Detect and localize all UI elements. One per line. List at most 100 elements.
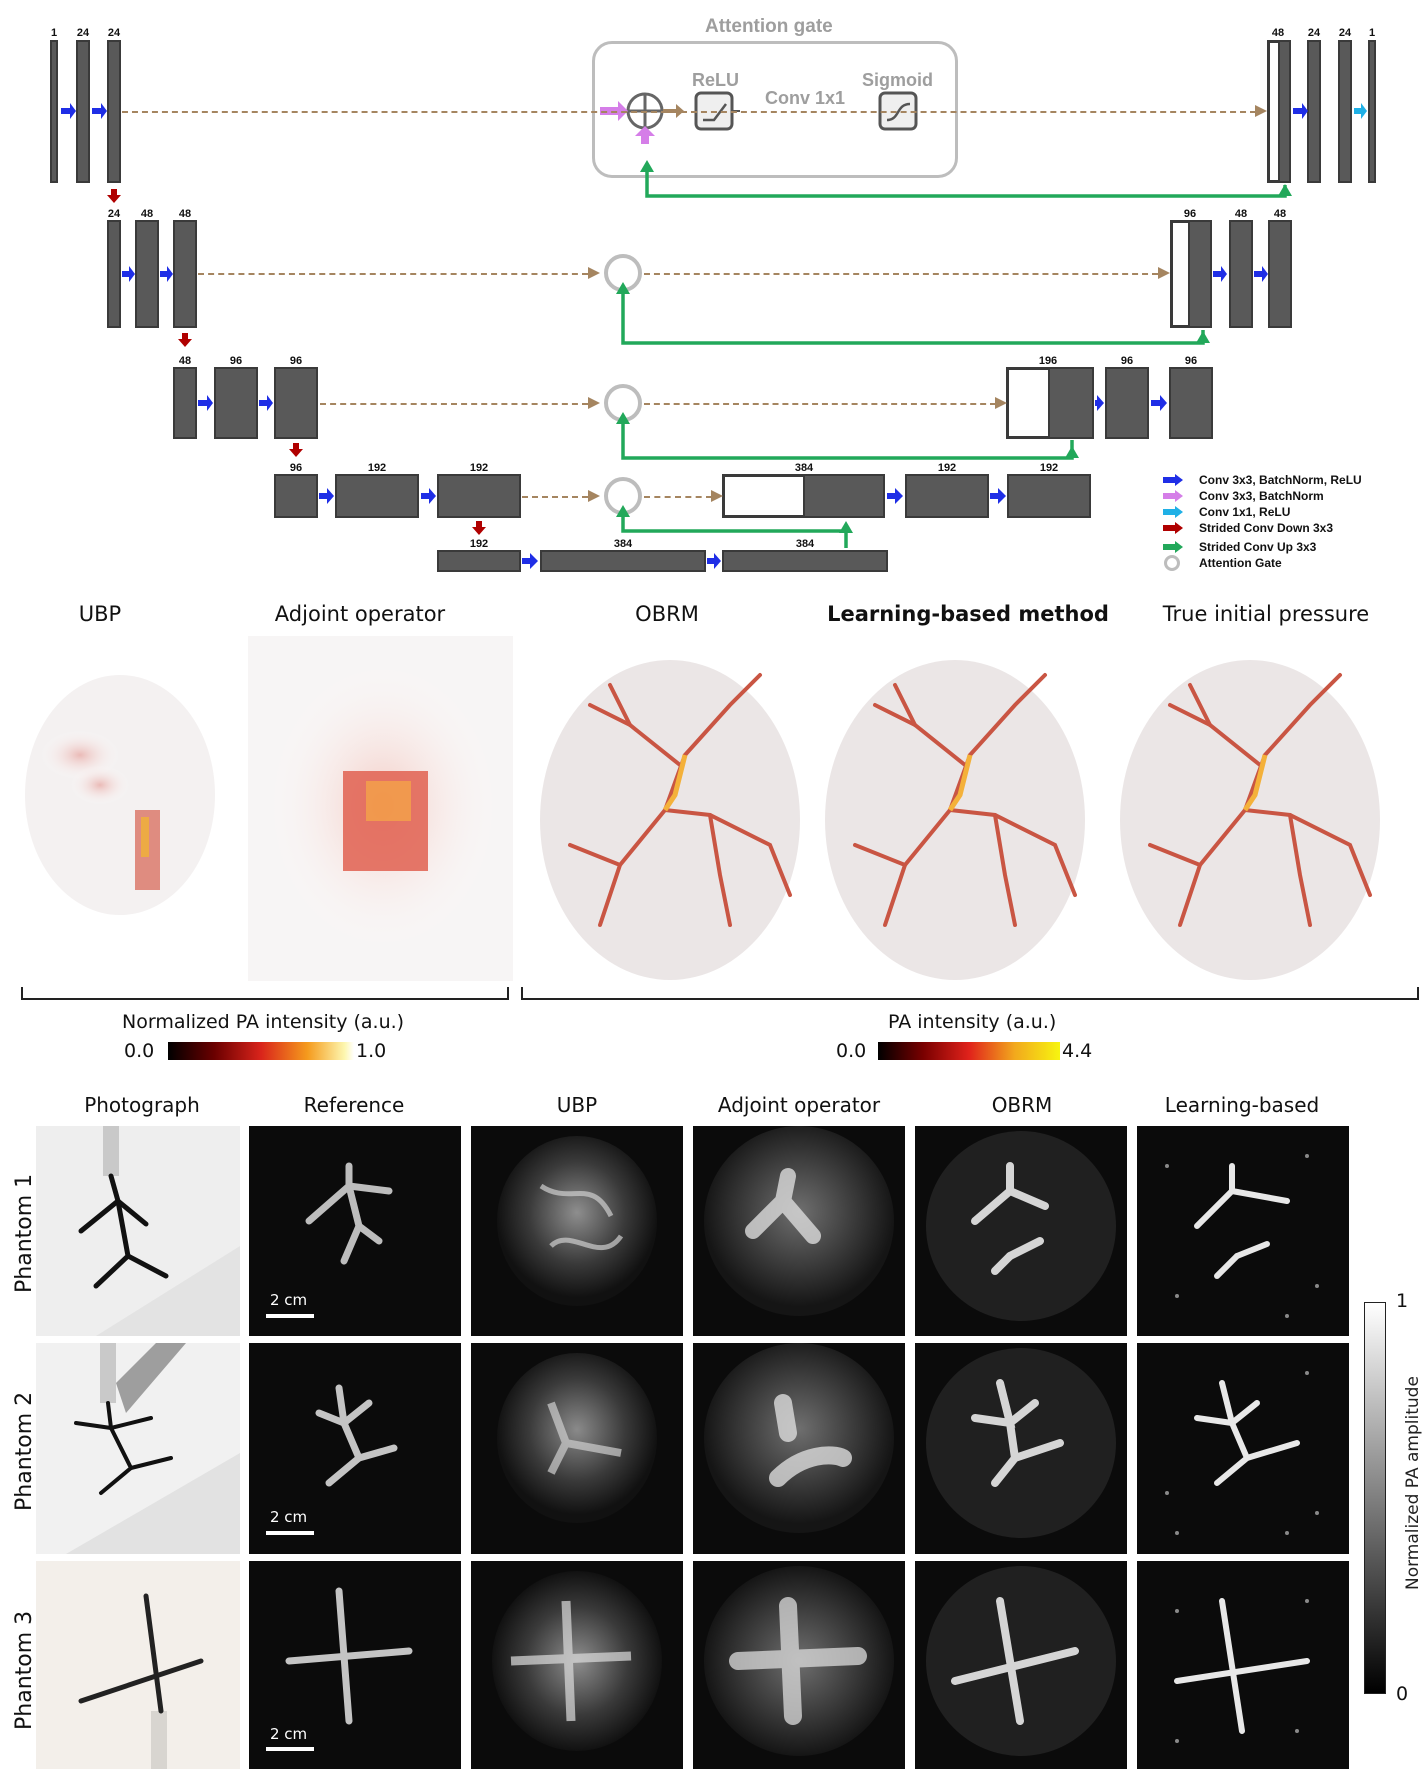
channel-count: 96 — [1184, 355, 1198, 367]
column-title: Adjoint operator — [717, 1093, 881, 1117]
feature-map — [173, 367, 197, 439]
channel-count: 192 — [469, 538, 489, 550]
feature-map — [274, 474, 318, 518]
concat-map — [722, 474, 814, 518]
true-pressure-render — [1120, 660, 1380, 980]
left-colorbar-min: 0.0 — [124, 1040, 155, 1062]
feature-map — [107, 40, 121, 183]
channel-count: 24 — [107, 208, 121, 220]
feature-map — [214, 367, 258, 439]
right-colorbar-min: 0.0 — [836, 1040, 867, 1062]
panel-title-adjoint: Adjoint operator — [274, 602, 446, 626]
channel-count: 192 — [367, 462, 387, 474]
channel-count: 48 — [1234, 208, 1248, 220]
group-braces — [21, 987, 1419, 1000]
feature-map — [50, 40, 58, 183]
blue-arrow-icon — [1163, 474, 1183, 486]
legend-item: Strided Conv Down 3x3 — [1163, 521, 1333, 535]
feature-map — [1368, 40, 1376, 183]
feature-map — [803, 474, 885, 518]
colorbar-min: 0 — [1396, 1683, 1409, 1705]
legend-item: Conv 3x3, BatchNorm — [1163, 489, 1324, 503]
attention-gate-box — [592, 41, 958, 178]
feature-map — [540, 550, 706, 572]
column-title: UBP — [556, 1093, 598, 1117]
obrm-phantom-1 — [915, 1126, 1127, 1336]
gating-arrows — [61, 103, 1367, 569]
channel-count: 48 — [140, 208, 154, 220]
feature-map — [1105, 367, 1149, 439]
feature-map — [905, 474, 989, 518]
channel-count: 24 — [76, 27, 90, 39]
channel-count: 192 — [469, 462, 489, 474]
reference-phantom-3: 2 cm — [249, 1561, 461, 1769]
left-colorbar-label: Normalized PA intensity (a.u.) — [122, 1011, 405, 1033]
relu-label: ReLU — [692, 70, 740, 90]
obrm-phantom-2 — [915, 1343, 1127, 1554]
red-arrow-icon — [1163, 522, 1183, 534]
feature-map — [1229, 220, 1253, 328]
channel-count: 24 — [107, 27, 121, 39]
obrm-render — [540, 660, 800, 980]
channel-count: 24 — [1338, 27, 1352, 39]
feature-map — [107, 220, 121, 328]
colorbar-max: 1 — [1396, 1290, 1409, 1312]
attention-gate-title: Attention gate — [705, 16, 833, 37]
channel-count: 96 — [289, 355, 303, 367]
panel-title-obrm: OBRM — [635, 602, 699, 626]
right-colorbar — [878, 1042, 1060, 1060]
adjoint-render — [248, 636, 513, 981]
row-label: Phantom 2 — [12, 1391, 37, 1511]
learning-phantom-2 — [1137, 1343, 1349, 1554]
photograph-phantom-2 — [36, 1343, 240, 1554]
left-colorbar-max: 1.0 — [356, 1040, 387, 1062]
colorbar-label: Normalized PA amplitude — [1403, 1376, 1423, 1590]
panel-title-learning: Learning-based method — [827, 602, 1109, 626]
scale-bar — [266, 1531, 314, 1535]
adjoint-phantom-3 — [693, 1561, 905, 1769]
learning-phantom-3 — [1137, 1561, 1349, 1769]
feature-map — [76, 40, 90, 183]
adjoint-phantom-2 — [693, 1343, 905, 1554]
feature-map — [1007, 474, 1091, 518]
panel-title-true: True initial pressure — [1162, 602, 1370, 626]
row-label: Phantom 1 — [12, 1173, 37, 1293]
photograph-phantom-1 — [36, 1126, 240, 1336]
channel-count: 48 — [178, 355, 192, 367]
channel-count: 1 — [1368, 27, 1376, 39]
legend-item: Attention Gate — [1163, 555, 1282, 571]
channel-count: 196 — [1038, 355, 1058, 367]
green-arrow-icon — [1163, 541, 1183, 553]
channel-count: 384 — [613, 538, 633, 550]
column-title: Photograph — [84, 1093, 200, 1117]
right-colorbar-label: PA intensity (a.u.) — [888, 1011, 1057, 1033]
amplitude-colorbar — [1364, 1302, 1386, 1694]
legend-item: Strided Conv Up 3x3 — [1163, 540, 1316, 554]
feature-map — [1048, 367, 1094, 439]
ubp-phantom-3 — [471, 1561, 683, 1769]
attention-gate-icon — [1164, 555, 1180, 571]
pink-arrow-up — [635, 126, 655, 144]
channel-count: 96 — [1183, 208, 1197, 220]
channel-count: 48 — [1271, 27, 1285, 39]
reference-phantom-1: 2 cm — [249, 1126, 461, 1336]
column-title: Reference — [303, 1093, 405, 1117]
learning-phantom-1 — [1137, 1126, 1349, 1336]
legend-item: Conv 1x1, ReLU — [1163, 505, 1290, 519]
feature-map — [1338, 40, 1352, 183]
ubp-phantom-1 — [471, 1126, 683, 1336]
channel-count: 192 — [937, 462, 957, 474]
feature-map — [437, 474, 521, 518]
feature-map — [1307, 40, 1321, 183]
channel-count: 384 — [794, 462, 814, 474]
scale-bar — [266, 1747, 314, 1751]
conv1x1-label: Conv 1x1 — [765, 88, 846, 108]
channel-count: 48 — [1273, 208, 1287, 220]
feature-map — [1169, 367, 1213, 439]
scale-bar — [266, 1314, 314, 1318]
cyan-arrow-icon — [1163, 506, 1183, 518]
left-colorbar — [168, 1042, 354, 1060]
scale-label: 2 cm — [270, 1291, 308, 1309]
legend-item: Conv 3x3, BatchNorm, ReLU — [1163, 473, 1362, 487]
row-label: Phantom 3 — [12, 1610, 37, 1730]
